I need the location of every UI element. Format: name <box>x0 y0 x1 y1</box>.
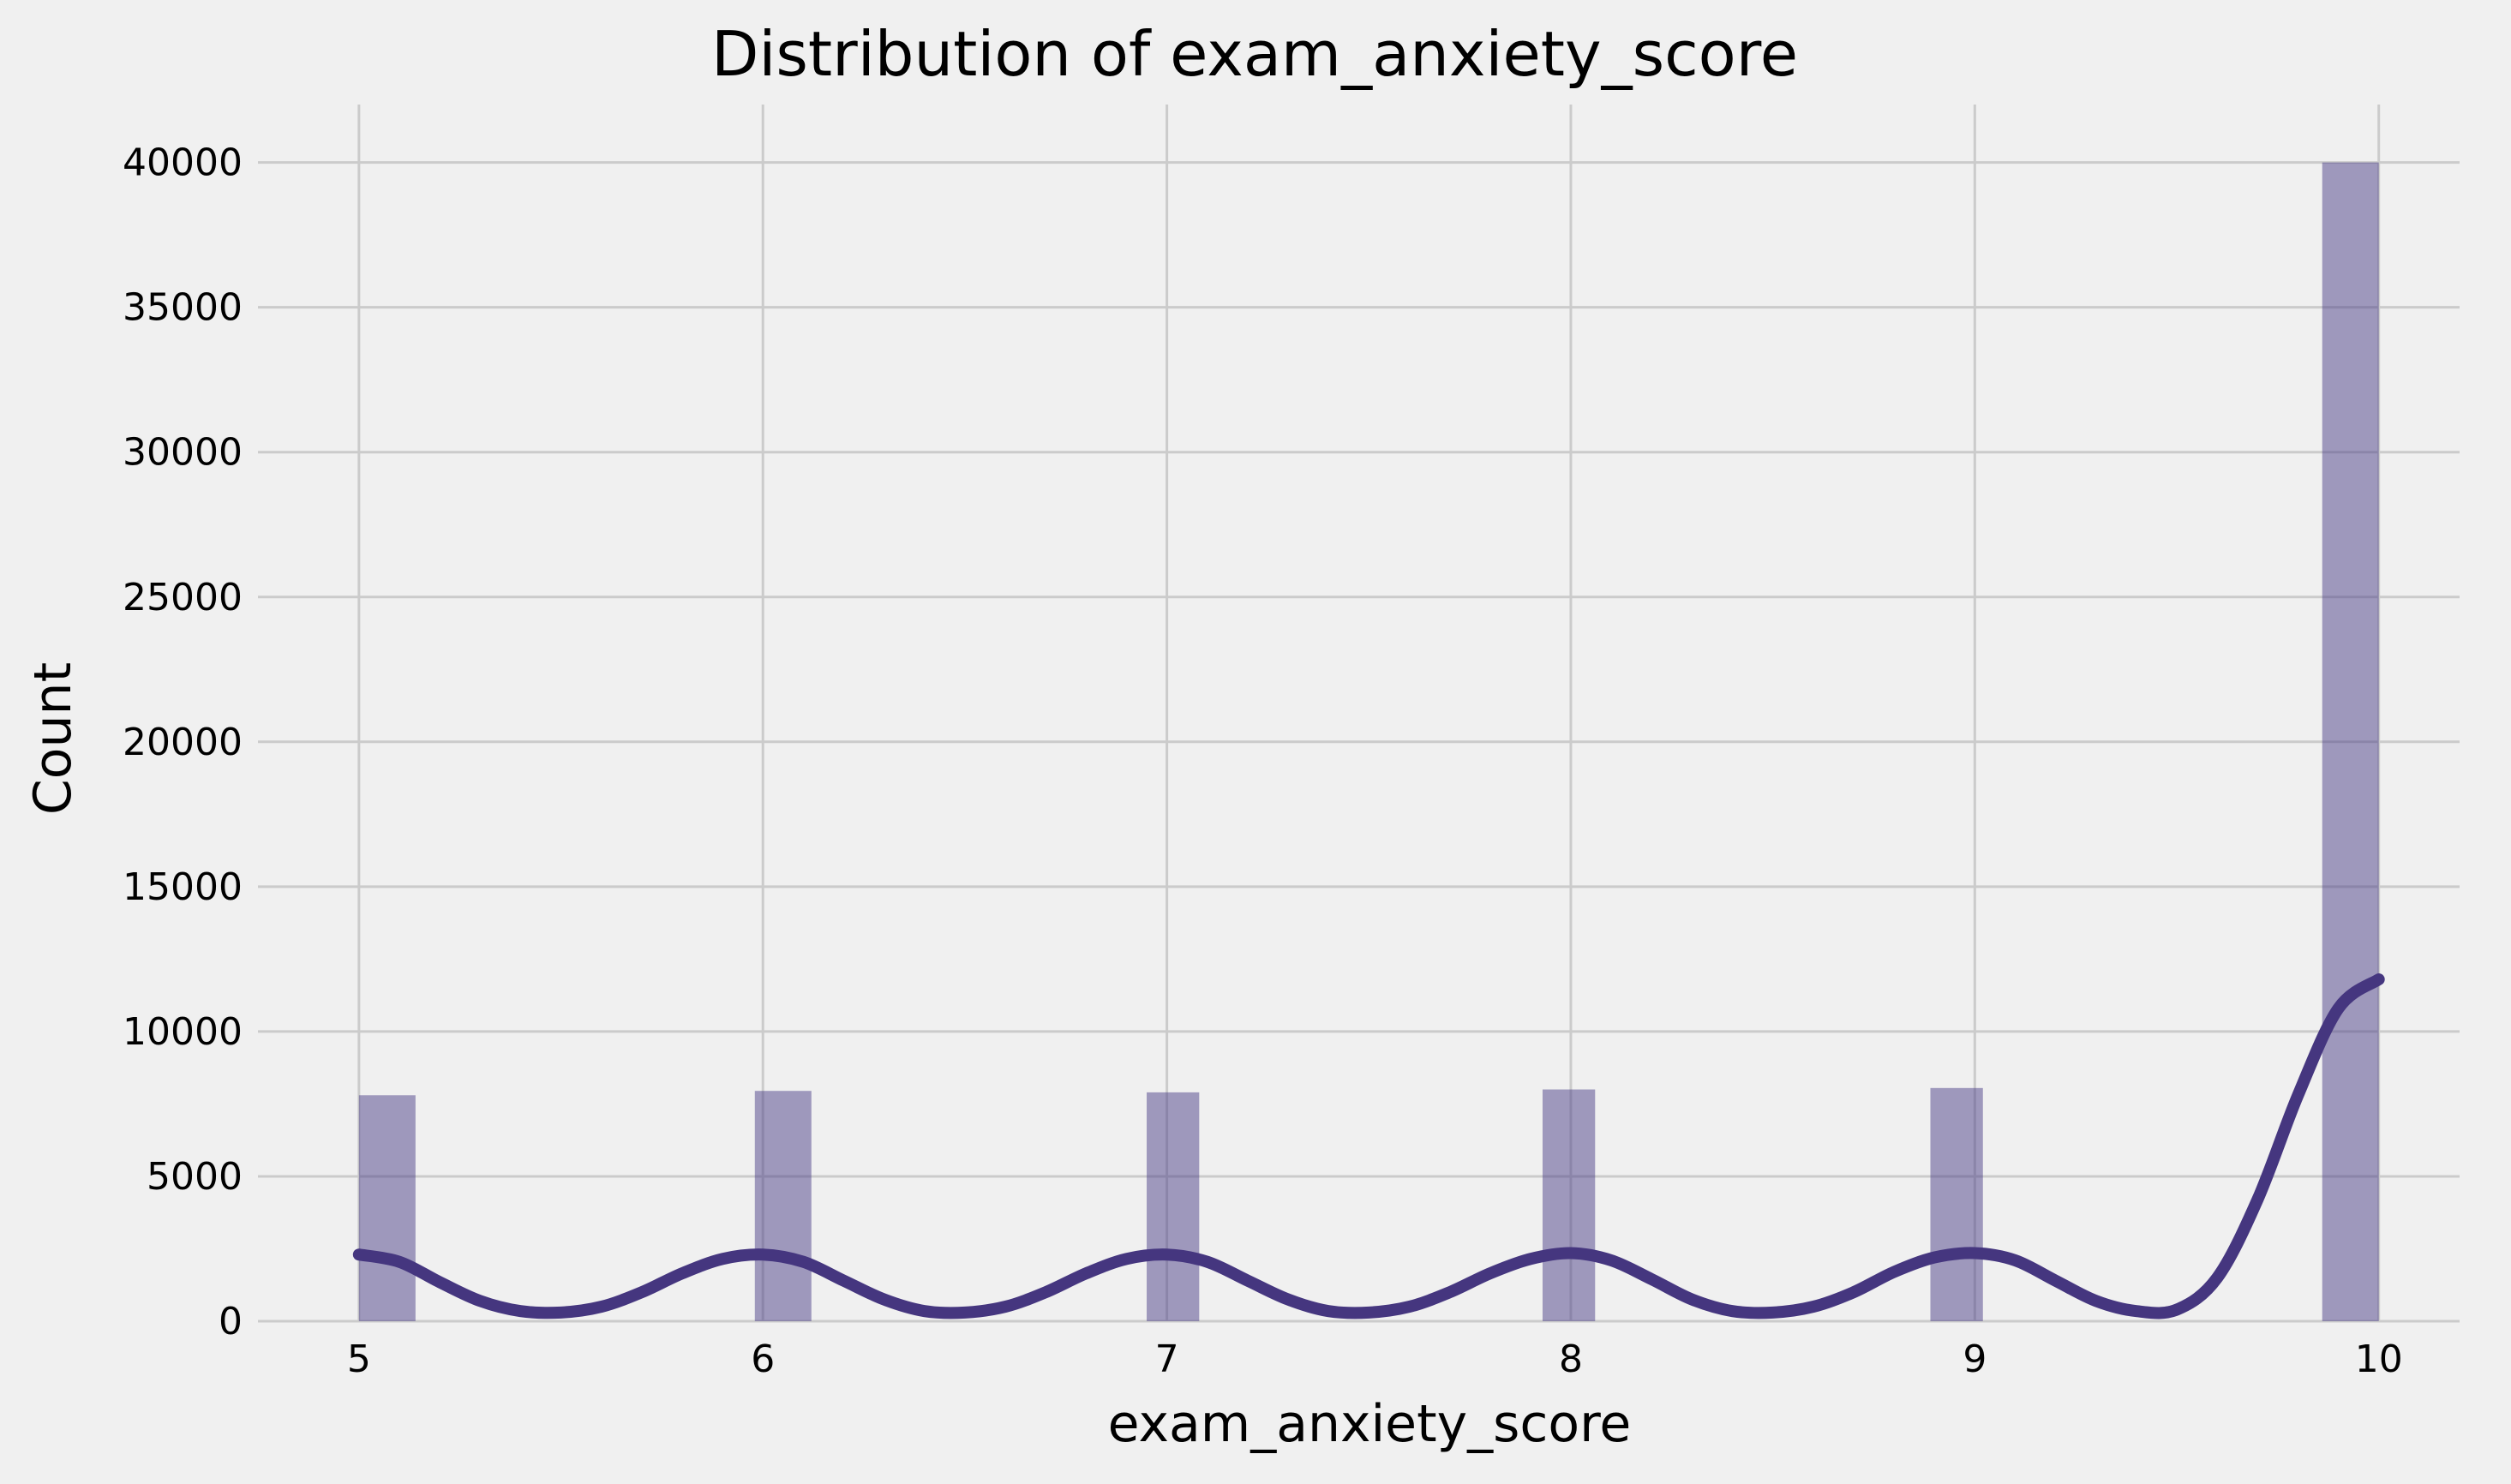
histogram-bar-2 <box>754 1091 812 1321</box>
y-tick-label: 15000 <box>123 865 243 909</box>
x-tick-label: 6 <box>751 1337 775 1381</box>
y-tick-label: 40000 <box>123 141 243 185</box>
histogram-bar-5 <box>1930 1087 1983 1321</box>
kde-curve-group <box>352 973 2385 1319</box>
y-tick-label: 10000 <box>123 1010 243 1054</box>
y-axis-title: Count <box>23 662 83 815</box>
histogram-bar-4 <box>1542 1089 1596 1321</box>
histogram-bar-6 <box>2322 162 2379 1322</box>
tick-labels: 5 6 7 8 9 10 0 5000 10000 15000 20000 25000 30000 350… <box>123 141 2403 1381</box>
x-tick-label: 10 <box>2355 1337 2403 1381</box>
y-tick-label: 20000 <box>123 721 243 764</box>
y-tick-label: 30000 <box>123 431 243 475</box>
x-axis-title: exam_anxiety_score <box>1108 1394 1632 1454</box>
y-tick-label: 0 <box>219 1300 243 1343</box>
y-tick-label: 35000 <box>123 286 243 330</box>
histogram-bar-1 <box>358 1095 416 1321</box>
y-tick-label: 25000 <box>123 576 243 619</box>
y-tick-label: 5000 <box>147 1155 243 1199</box>
x-tick-label: 8 <box>1559 1337 1583 1381</box>
x-tick-label: 5 <box>347 1337 371 1381</box>
x-tick-label: 9 <box>1963 1337 1987 1381</box>
grid-lines <box>258 105 2460 1323</box>
kde-curve <box>352 973 2385 1319</box>
histogram-bar-3 <box>1147 1092 1200 1321</box>
histogram-bars <box>358 162 2379 1322</box>
x-tick-label: 7 <box>1155 1337 1179 1381</box>
chart-title: Distribution of exam_anxiety_score <box>711 18 1798 90</box>
